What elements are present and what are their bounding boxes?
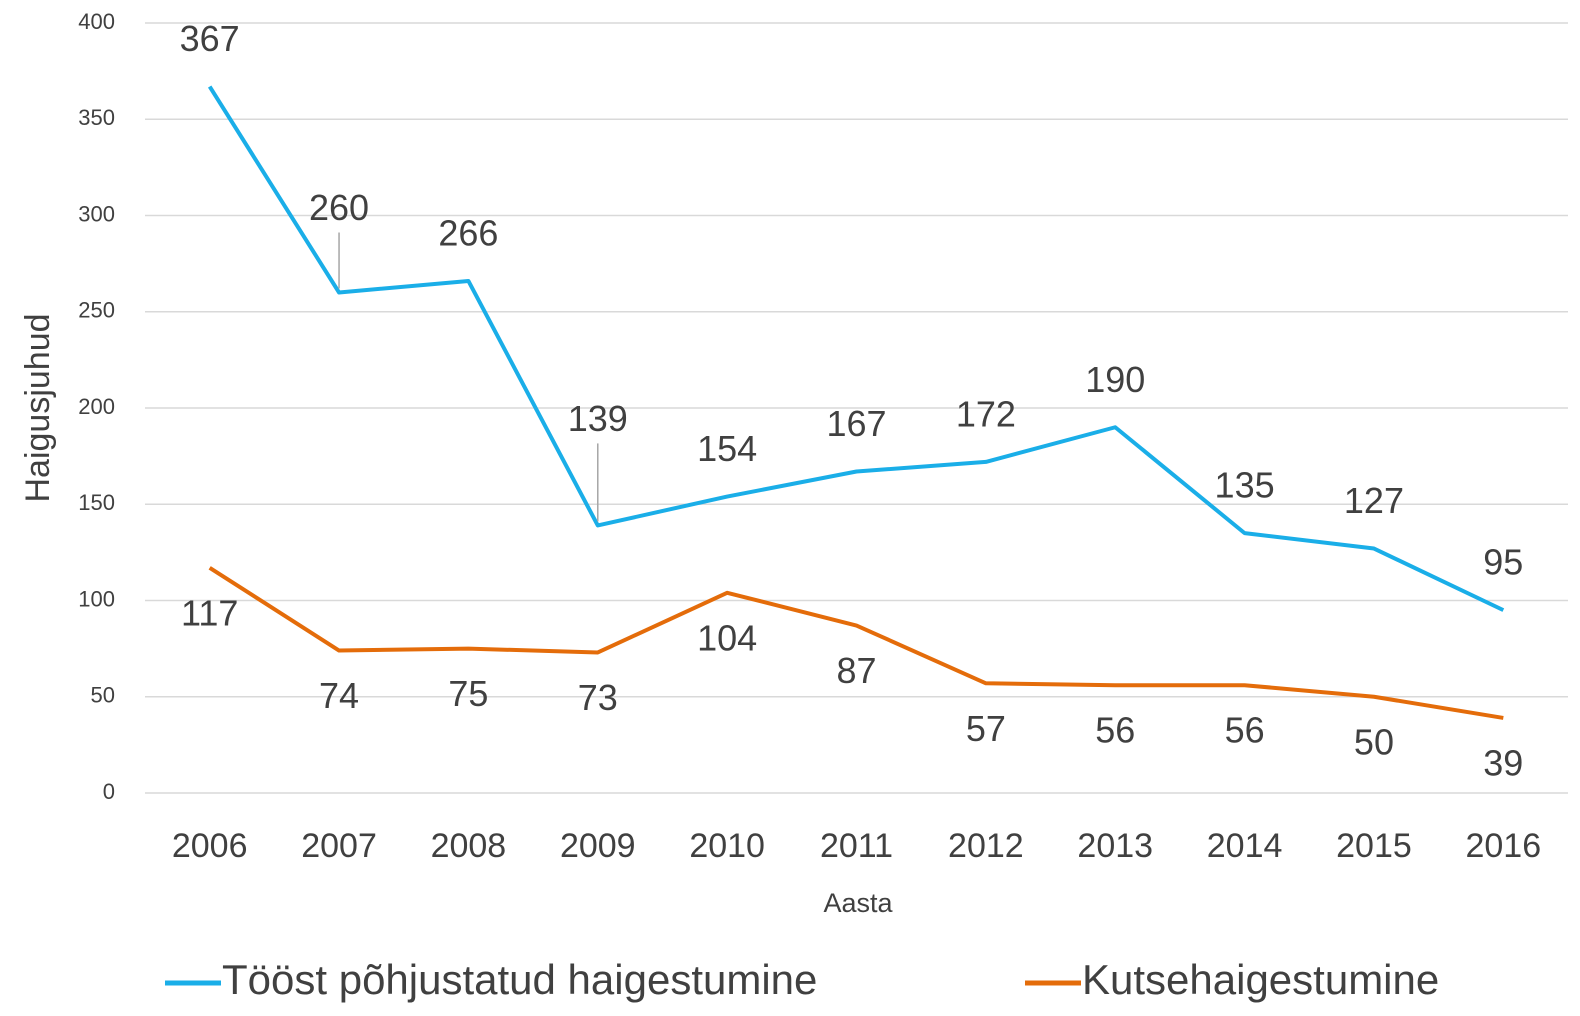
data-label: 57 bbox=[966, 708, 1006, 749]
data-label: 117 bbox=[181, 592, 238, 633]
x-tick-label: 2011 bbox=[820, 827, 893, 865]
data-label: 75 bbox=[448, 673, 488, 714]
series-line bbox=[207, 85, 1505, 612]
data-label: 260 bbox=[309, 187, 369, 228]
data-label: 167 bbox=[826, 403, 886, 444]
data-label: 56 bbox=[1225, 710, 1265, 751]
x-axis-title: Aasta bbox=[823, 888, 893, 918]
data-label: 127 bbox=[1344, 480, 1404, 521]
x-tick-label: 2008 bbox=[431, 827, 507, 865]
y-tick-label: 150 bbox=[78, 490, 115, 515]
data-label: 266 bbox=[438, 212, 498, 253]
x-tick-label: 2013 bbox=[1077, 827, 1153, 865]
y-axis-title: Haigusjuhud bbox=[19, 313, 57, 502]
data-label: 50 bbox=[1354, 721, 1394, 762]
x-tick-label: 2015 bbox=[1336, 827, 1412, 865]
y-tick-label: 0 bbox=[103, 779, 115, 804]
data-label: 73 bbox=[578, 677, 618, 718]
y-tick-label: 300 bbox=[78, 201, 115, 226]
x-tick-label: 2007 bbox=[301, 827, 377, 865]
y-tick-label: 100 bbox=[78, 586, 115, 611]
data-label: 104 bbox=[697, 617, 757, 658]
data-label: 56 bbox=[1095, 710, 1135, 751]
data-label: 190 bbox=[1085, 359, 1145, 400]
x-tick-label: 2014 bbox=[1207, 827, 1283, 865]
data-label: 172 bbox=[956, 393, 1016, 434]
data-label: 154 bbox=[697, 428, 757, 469]
data-label: 139 bbox=[568, 398, 628, 439]
y-tick-label: 200 bbox=[78, 394, 115, 419]
legend-label: Tööst põhjustatud haigestumine bbox=[222, 956, 817, 1003]
x-tick-label: 2012 bbox=[948, 827, 1024, 865]
y-tick-label: 50 bbox=[91, 683, 115, 708]
series-line bbox=[208, 566, 1504, 720]
data-label: 39 bbox=[1483, 742, 1523, 783]
y-tick-label: 400 bbox=[78, 9, 115, 34]
x-tick-label: 2009 bbox=[560, 827, 636, 865]
x-tick-label: 2006 bbox=[172, 827, 248, 865]
y-tick-label: 250 bbox=[78, 298, 115, 323]
x-tick-label: 2016 bbox=[1465, 827, 1541, 865]
data-label: 74 bbox=[319, 675, 359, 716]
legend-label: Kutsehaigestumine bbox=[1082, 956, 1439, 1003]
x-tick-label: 2010 bbox=[689, 827, 765, 865]
data-label: 95 bbox=[1483, 542, 1523, 583]
data-label: 135 bbox=[1215, 465, 1275, 506]
data-label: 367 bbox=[180, 18, 240, 59]
data-label: 87 bbox=[836, 650, 876, 691]
y-tick-label: 350 bbox=[78, 105, 115, 130]
